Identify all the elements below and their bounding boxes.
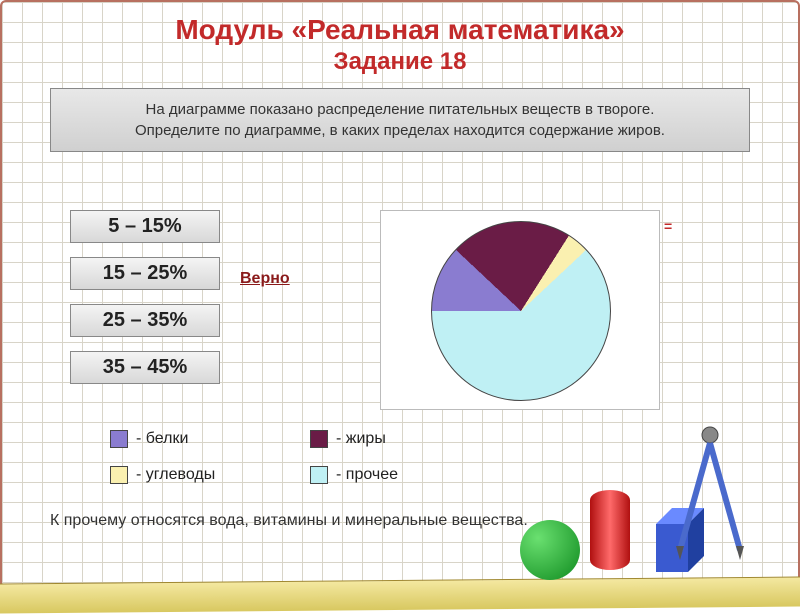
legend-item-carbs: - углеводы (110, 466, 310, 484)
legend: - белки - жиры - углеводы - прочее (110, 430, 510, 484)
cylinder-icon (590, 490, 630, 570)
legend-item-proteins: - белки (110, 430, 310, 448)
swatch-other (310, 466, 328, 484)
question-box: На диаграмме показано распределение пита… (50, 88, 750, 152)
legend-label-other: - прочее (336, 466, 398, 484)
legend-item-other: - прочее (310, 466, 510, 484)
equals-symbol: = (664, 218, 672, 234)
option-2[interactable]: 15 – 25% (70, 257, 220, 290)
page-subtitle: Задание 18 (0, 48, 800, 76)
pie-chart-container (380, 210, 660, 410)
option-3[interactable]: 25 – 35% (70, 304, 220, 337)
swatch-carbs (110, 466, 128, 484)
compass-icon (660, 420, 760, 560)
page-title: Модуль «Реальная математика» (0, 0, 800, 46)
swatch-proteins (110, 430, 128, 448)
question-line-2: Определите по диаграмме, в каких предела… (65, 120, 735, 141)
pie-chart (431, 221, 611, 401)
ruler-icon (0, 576, 800, 613)
legend-label-carbs: - углеводы (136, 466, 215, 484)
sphere-icon (520, 520, 580, 580)
question-line-1: На диаграмме показано распределение пита… (65, 99, 735, 120)
option-1[interactable]: 5 – 15% (70, 210, 220, 243)
swatch-fats (310, 430, 328, 448)
option-4[interactable]: 35 – 45% (70, 351, 220, 384)
correct-indicator: Верно (240, 270, 290, 288)
legend-label-proteins: - белки (136, 430, 188, 448)
legend-item-fats: - жиры (310, 430, 510, 448)
footnote: К прочему относятся вода, витамины и мин… (50, 512, 528, 530)
legend-label-fats: - жиры (336, 430, 386, 448)
answer-options: 5 – 15% 15 – 25% 25 – 35% 35 – 45% (70, 210, 220, 384)
